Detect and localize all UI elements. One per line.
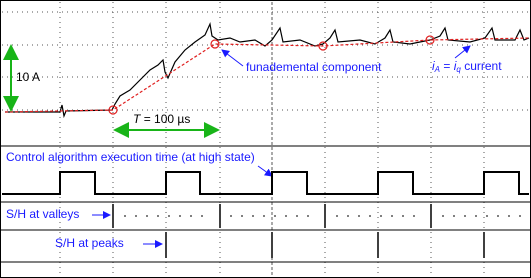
scope-figure: 10 A T = 100 µs funademental component i… xyxy=(0,0,531,278)
control-label: Control algorithm execution time (at hig… xyxy=(6,150,255,164)
period-label: T = 100 µs xyxy=(133,112,190,126)
period-eq: = xyxy=(144,112,151,126)
current-text: current xyxy=(464,59,502,73)
amplitude-label: 10 A xyxy=(16,70,40,84)
current-eq: = xyxy=(443,59,450,73)
period-value: 100 µs xyxy=(154,112,190,126)
valleys-label: S/H at valleys xyxy=(6,207,79,221)
peaks-label: S/H at peaks xyxy=(55,236,124,250)
fundamental-label: funademental component xyxy=(246,60,382,74)
current-label: iA = iq current xyxy=(432,59,502,74)
period-symbol: T xyxy=(133,112,142,126)
